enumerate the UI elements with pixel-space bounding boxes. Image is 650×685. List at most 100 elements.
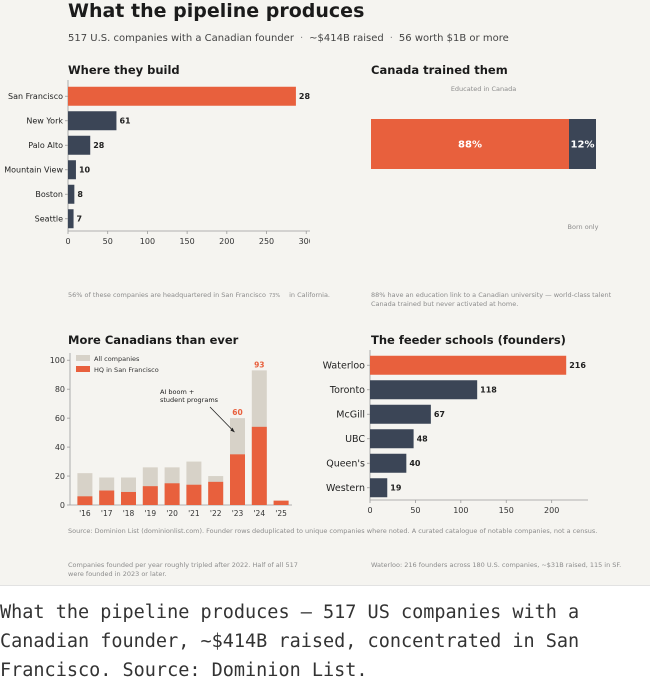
bar: [370, 380, 478, 400]
value-label: 8: [77, 190, 83, 199]
feeder-bar-chart: Waterloo 216 Toronto 118 McGill 67 UBC 48 Queen'…: [323, 350, 588, 515]
x-tick-label: 0: [65, 237, 70, 246]
stat-unicorns: 56 worth $1B or more: [398, 33, 509, 44]
x-tick-label: '24: [253, 509, 265, 518]
segment-label: 88%: [458, 140, 482, 151]
caption-line: Canadian founder, ~$414B raised, concent…: [0, 631, 580, 652]
stacked-top-label: Educated in Canada: [451, 85, 516, 93]
category-label: Boston: [35, 190, 63, 199]
value-label: 10: [79, 166, 91, 175]
bar: [370, 404, 431, 424]
legend-label-all: All companies: [94, 355, 140, 363]
x-tick-label: '19: [144, 509, 156, 518]
more-note: Companies founded per year roughly tripl…: [68, 561, 298, 578]
bar: [370, 478, 388, 498]
stacked-bottom-label: Born only: [568, 223, 599, 231]
x-tick-label: '23: [232, 509, 244, 518]
x-tick-label: 50: [103, 237, 113, 246]
where-note-main: 56% of these companies are headquartered…: [68, 291, 266, 299]
x-tick-label: '25: [275, 509, 287, 518]
feeder-note: Waterloo: 216 founders across 180 U.S. c…: [371, 561, 622, 569]
data-label: 60: [232, 408, 242, 417]
canada-stacked-bar: Educated in Canada 88% 12% Born only: [371, 85, 599, 231]
y-tick-label: 40: [55, 443, 65, 452]
infographic-card: What the pipeline produces 517 U.S. comp…: [0, 0, 650, 585]
bar-hq-sf: [142, 486, 158, 505]
bar: [370, 355, 567, 375]
x-tick-label: '18: [123, 509, 135, 518]
feeder-panel-title: The feeder schools (founders): [371, 333, 566, 347]
bar: [370, 453, 407, 473]
bar-hq-sf: [251, 426, 267, 505]
x-tick-label: '21: [188, 509, 200, 518]
bar-hq-sf: [99, 490, 115, 505]
category-label: Seattle: [35, 215, 63, 224]
x-tick-label: 50: [410, 506, 420, 515]
legend-label-sf: HQ in San Francisco: [94, 366, 159, 374]
value-label: 7: [77, 215, 83, 224]
bar-hq-sf: [230, 454, 245, 505]
annotation-text: AI boom +: [160, 388, 194, 396]
legend-swatch-sf: [76, 366, 90, 372]
stacked-segment: [371, 119, 569, 169]
bar: [68, 160, 76, 180]
legend-swatch-all: [76, 355, 90, 361]
bar-hq-sf: [121, 491, 136, 505]
bar: [68, 184, 75, 204]
x-tick-label: 200: [544, 506, 559, 515]
data-label: 93: [254, 360, 264, 369]
bar: [68, 86, 296, 106]
divider: [0, 585, 650, 586]
x-tick-label: '16: [79, 509, 91, 518]
stat-separator: ·: [389, 33, 393, 44]
bar-hq-sf: [164, 483, 180, 505]
annotation-arrowhead: [230, 427, 235, 433]
x-tick-label: 300: [299, 237, 310, 246]
bar-hq-sf: [208, 481, 224, 505]
caption: What the pipeline produces — 517 US comp…: [0, 598, 650, 685]
bar: [370, 429, 414, 449]
annotation-text: student programs: [160, 396, 219, 404]
canada-panel-title: Canada trained them: [371, 63, 508, 77]
value-label: 19: [390, 484, 402, 493]
y-tick-label: 20: [55, 472, 65, 481]
headline-stats: 517 U.S. companies with a Canadian found…: [68, 33, 509, 44]
stat-separator: ·: [299, 33, 304, 44]
caption-line: What the pipeline produces — 517 US comp…: [0, 602, 580, 623]
x-tick-label: '22: [210, 509, 222, 518]
x-tick-label: 250: [259, 237, 274, 246]
segment-label: 12%: [571, 140, 595, 151]
where-note-small: 73%: [268, 293, 281, 299]
y-tick-label: 0: [60, 501, 65, 510]
value-label: 118: [480, 386, 497, 395]
stat-raised: ~$414B raised: [309, 33, 384, 44]
value-label: 216: [569, 361, 586, 370]
bar: [68, 111, 117, 131]
value-label: 61: [119, 117, 131, 126]
x-tick-label: 150: [499, 506, 514, 515]
value-label: 48: [417, 435, 429, 444]
category-label: Queen's: [326, 459, 365, 470]
where-note-tail: in California.: [289, 291, 331, 299]
bar: [68, 209, 74, 229]
more-panel-title: More Canadians than ever: [68, 333, 239, 347]
category-label: Mountain View: [4, 166, 63, 175]
page-title: What the pipeline produces: [68, 0, 365, 22]
category-label: Western: [326, 483, 365, 494]
value-label: 67: [434, 410, 445, 419]
stat-companies: 517 U.S. companies with a Canadian found…: [68, 33, 294, 44]
more-bar-chart: 0 20 40 60 80 100 '16 '17 '18 '19 '20 '21 '22 '23 60 '2…: [50, 353, 292, 518]
x-tick-label: 200: [219, 237, 234, 246]
where-bar-chart: San Francisco 287 New York 61 Palo Alto 28 Mou…: [4, 80, 310, 246]
y-tick-label: 60: [55, 414, 65, 423]
caption-line: Francisco. Source: Dominion List.: [0, 660, 368, 681]
value-label: 28: [93, 141, 105, 150]
category-label: Toronto: [329, 385, 365, 396]
category-label: McGill: [336, 410, 365, 421]
x-tick-label: 0: [367, 506, 372, 515]
category-label: New York: [26, 117, 63, 126]
x-tick-label: '17: [101, 509, 113, 518]
x-tick-label: 100: [140, 237, 155, 246]
y-tick-label: 80: [55, 385, 65, 394]
canada-note: 88% have an education link to a Canadian…: [371, 291, 612, 308]
